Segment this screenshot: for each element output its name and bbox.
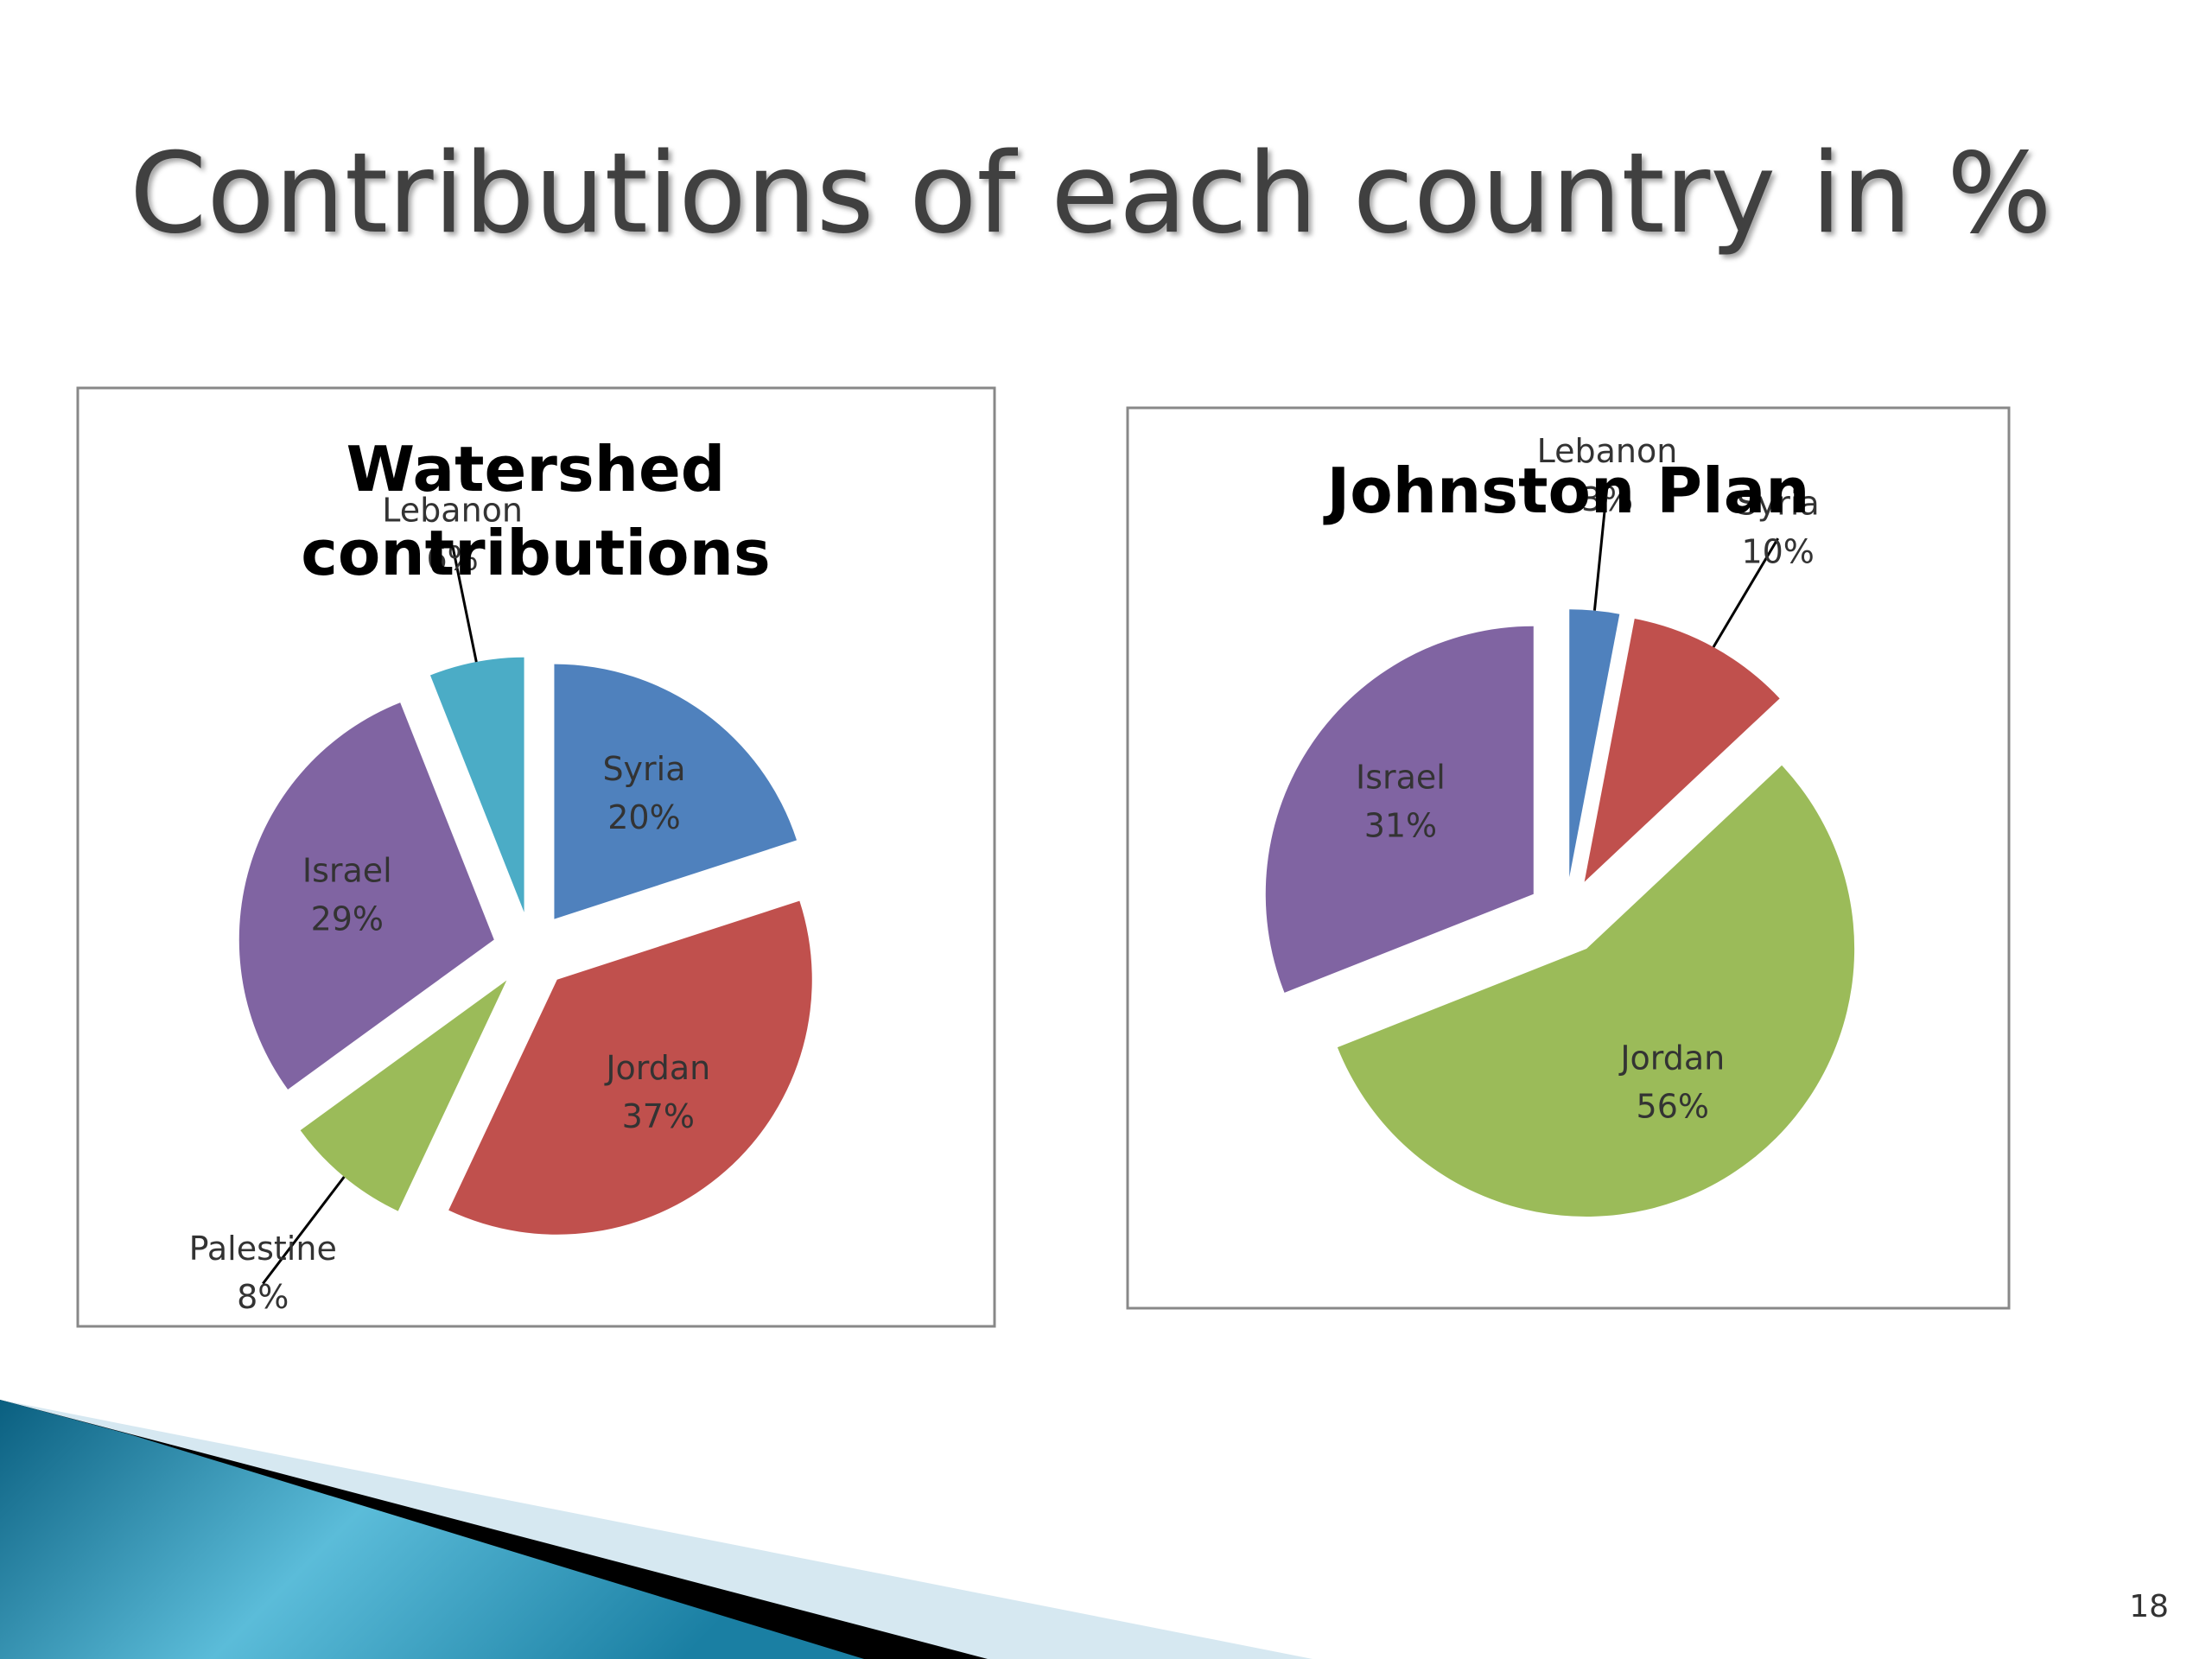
slice-value-label: 6%	[427, 540, 479, 578]
decor-blue	[0, 1400, 864, 1659]
pie-slice	[300, 980, 507, 1211]
leader-line	[262, 1176, 346, 1285]
slice-label: Israel	[1356, 759, 1446, 797]
pie-slice	[238, 702, 494, 1090]
slice-label: Israel	[302, 852, 392, 890]
slice-label: Syria	[602, 750, 685, 788]
pie-slice	[554, 664, 798, 919]
slice-value-label: 20%	[607, 798, 680, 836]
slice-label: Lebanon	[1537, 432, 1678, 470]
slice-label: Lebanon	[382, 492, 523, 530]
page-number: 18	[2129, 1589, 2169, 1624]
pie-slice	[1265, 626, 1534, 993]
slice-value-label: 8%	[237, 1278, 289, 1316]
leader-line	[1712, 537, 1779, 648]
slice-value-label: 10%	[1741, 533, 1814, 571]
slice-label: Jordan	[1618, 1039, 1725, 1077]
pie-slice	[429, 657, 524, 912]
slice-label: Palestine	[189, 1230, 337, 1268]
pie-slice	[1337, 765, 1855, 1217]
slice-value-label: 56%	[1637, 1088, 1709, 1126]
slice-value-label: 31%	[1364, 807, 1437, 845]
pie-slice	[1584, 619, 1780, 882]
pie-slice	[448, 900, 812, 1235]
slice-value-label: 3%	[1581, 480, 1633, 518]
slice-value-label: 29%	[311, 900, 384, 938]
leader-line	[451, 544, 478, 663]
slide-title: Contributions of each country in %	[130, 130, 2052, 258]
chart-title: Watershed contributions	[301, 433, 771, 590]
chart-title: Johnston Plan	[1326, 454, 1810, 527]
leader-line	[1592, 486, 1609, 611]
pie-slice	[1569, 609, 1620, 878]
slice-label: Syria	[1737, 485, 1820, 523]
slice-label: Jordan	[604, 1049, 710, 1087]
slice-value-label: 37%	[622, 1097, 695, 1135]
